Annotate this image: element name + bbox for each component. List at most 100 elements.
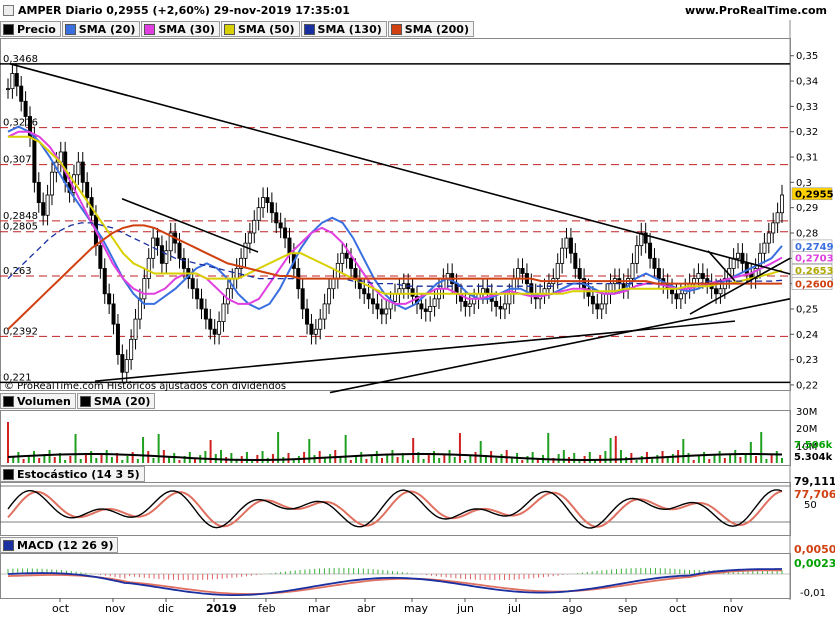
candle-body [252,219,257,234]
candle-body [555,262,560,279]
candle-body [36,181,41,204]
site-name[interactable]: www.ProRealTime.com [684,4,827,17]
legend-label: Estocástico (14 3 5) [17,467,140,481]
x-tick-label: nov [723,602,744,615]
candle-body [718,288,723,295]
candle-body [155,237,160,247]
legend-label: SMA (130) [317,22,382,36]
candle-body [375,303,380,310]
legend-label: SMA (20) [93,394,151,408]
price-legend: Precio SMA (20) SMA (30) SMA (50) SMA (130) S… [0,21,475,37]
level-label: 0,221 [3,372,32,383]
legend-swatch [64,23,76,35]
candle-body [656,268,661,279]
candle-body [129,338,134,361]
candle-body [362,288,367,295]
candle-body [775,212,780,224]
x-tick-label: nov [105,602,126,615]
candle-body [740,252,745,264]
candle-body [199,298,204,310]
candle-body [634,245,639,264]
price-marker-label: 0,2600 [795,280,834,291]
x-tick-label: mar [308,602,330,615]
x-tick-label: oct [669,602,687,615]
candle-body [10,73,15,90]
legend-swatch [3,468,14,480]
legend-label: Volumen [17,394,71,408]
candle-body [80,161,85,183]
volume-legend-item[interactable]: Volumen [0,393,76,409]
volume-legend-item[interactable]: SMA (20) [76,393,156,409]
candle-body [102,268,107,295]
level-label: 0,2392 [3,326,38,337]
price-legend-item[interactable]: SMA (200) [387,21,474,37]
price-legend-item[interactable]: Precio [0,21,61,37]
stoch-marker-label: 77,706 [794,488,835,501]
level-label: 0,3216 [3,118,38,129]
level-label: 0,2848 [3,211,38,222]
candle-body [349,257,354,269]
price-legend-item[interactable]: SMA (50) [220,21,300,37]
candle-body [384,308,389,315]
volume-marker-label: 7.506k [794,440,833,451]
candle-body [366,293,371,300]
legend-label: Precio [17,22,56,36]
price-marker-label: 0,2749 [795,242,834,253]
candle-body [586,288,591,297]
candle-body [309,323,314,335]
candle-body [256,207,261,221]
price-marker-box [791,187,833,201]
volume-tick-label: 10M [796,442,817,453]
x-tick-label: 2019 [206,602,237,615]
candle-body [353,268,358,279]
price-legend-item[interactable]: SMA (30) [141,21,220,37]
candle-body [780,194,785,214]
candle-body [371,298,376,305]
candle-body [278,222,283,229]
candle-body [318,318,323,330]
collapse-icon[interactable] [3,5,14,16]
macd-legend: MACD (12 26 9) [0,537,119,553]
price-legend-item[interactable]: SMA (130) [300,21,387,37]
y-tick-label: 0,22 [796,380,818,391]
stoch-tick-label: 50 [804,500,817,511]
price-legend-item[interactable]: SMA (20) [61,21,141,37]
candle-body [560,247,565,264]
candle-body [327,288,332,305]
candle-body [379,308,384,315]
candle-body [85,181,90,198]
candle-body [753,268,758,279]
candle-body [590,295,595,305]
candle-body [142,278,147,300]
y-tick-label: 0,24 [796,330,818,341]
volume-sma-line [7,453,783,462]
macd-signal-line [7,569,783,595]
price-marker-box [791,251,833,264]
candle-body [643,232,648,244]
candle-body [107,293,112,305]
candle-body [595,303,600,310]
candle-body [19,85,24,102]
y-tick-label: 0,29 [796,203,818,214]
volume-marker-label: 5.304k [794,452,833,463]
macd-legend-item[interactable]: MACD (12 26 9) [0,537,119,553]
x-tick-label: feb [258,602,276,615]
legend-swatch [144,23,156,35]
volume-tick-label: 20M [796,424,817,435]
candle-body [287,237,292,254]
candle-body [762,242,767,254]
candle-body [568,237,573,254]
candle-body [678,293,683,300]
candle-body [164,250,169,264]
macd-marker-label: 0,0023 [794,557,835,570]
candle-body [507,293,512,305]
candle-body [529,283,534,295]
level-label: 0,2805 [3,222,38,233]
candle-body [217,321,222,335]
trendline [121,198,259,253]
candle-body [177,242,182,259]
candle-body [111,303,116,325]
stochastic-legend-item[interactable]: Estocástico (14 3 5) [0,466,145,482]
legend-label: MACD (12 26 9) [17,538,114,552]
candle-body [639,232,644,247]
